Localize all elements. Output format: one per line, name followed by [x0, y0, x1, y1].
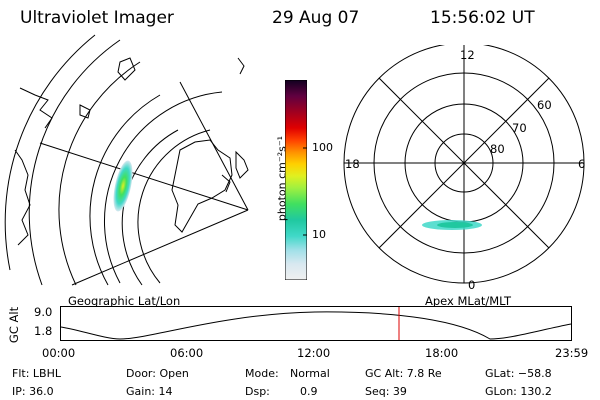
mlt-label-12: 12 — [460, 48, 475, 62]
info-seq: Seq: 39 — [365, 385, 407, 398]
info-gain: Gain: 14 — [126, 385, 173, 398]
info-glat: GLat: −58.8 — [485, 367, 552, 380]
alt-ylabel: GC Alt — [7, 306, 21, 344]
colorbar-tick-10: 10 — [312, 228, 326, 241]
info-mode-value: Normal — [290, 367, 330, 380]
colorbar-tick-100: 100 — [312, 141, 333, 154]
alt-xtick-1800: 18:00 — [425, 346, 459, 360]
alt-xtick-0000: 00:00 — [42, 346, 76, 360]
info-flt: Flt: LBHL — [12, 367, 61, 380]
alt-ytick-top: 9.0 — [34, 305, 53, 319]
header-time: 15:56:02 UT — [430, 8, 535, 28]
mlat-label-60: 60 — [537, 98, 552, 112]
info-gcalt: GC Alt: 7.8 Re — [365, 367, 442, 380]
aurora-blob-geo — [113, 160, 133, 212]
colorbar-unit-label: photon cm⁻²s⁻¹ — [275, 135, 289, 222]
header-date: 29 Aug 07 — [272, 8, 360, 28]
info-dsp-label: Dsp: — [245, 385, 270, 398]
alt-xtick-0600: 06:00 — [170, 346, 204, 360]
mlt-label-6: 6 — [578, 157, 586, 171]
alt-xtick-1200: 12:00 — [297, 346, 331, 360]
info-dsp-value: 0.9 — [300, 385, 318, 398]
app-title: Ultraviolet Imager — [20, 8, 174, 28]
alt-ytick-bottom: 1.8 — [34, 324, 53, 338]
geo-panel-label: Geographic Lat/Lon — [68, 294, 181, 308]
altitude-plot — [60, 306, 572, 341]
polar-panel-label: Apex MLat/MLT — [425, 294, 512, 308]
polar-plot — [343, 45, 585, 284]
mlat-label-80: 80 — [490, 142, 505, 156]
info-door: Door: Open — [126, 367, 189, 380]
aurora-oval-core — [437, 222, 473, 228]
mlat-label-70: 70 — [512, 121, 527, 135]
info-ip: IP: 36.0 — [12, 385, 54, 398]
mlt-label-0: 0 — [468, 278, 476, 292]
alt-xtick-2359: 23:59 — [555, 346, 589, 360]
info-mode-label: Mode: — [245, 367, 279, 380]
colorbar — [285, 80, 307, 280]
info-glon: GLon: 130.2 — [485, 385, 552, 398]
mlt-label-18: 18 — [345, 157, 360, 171]
